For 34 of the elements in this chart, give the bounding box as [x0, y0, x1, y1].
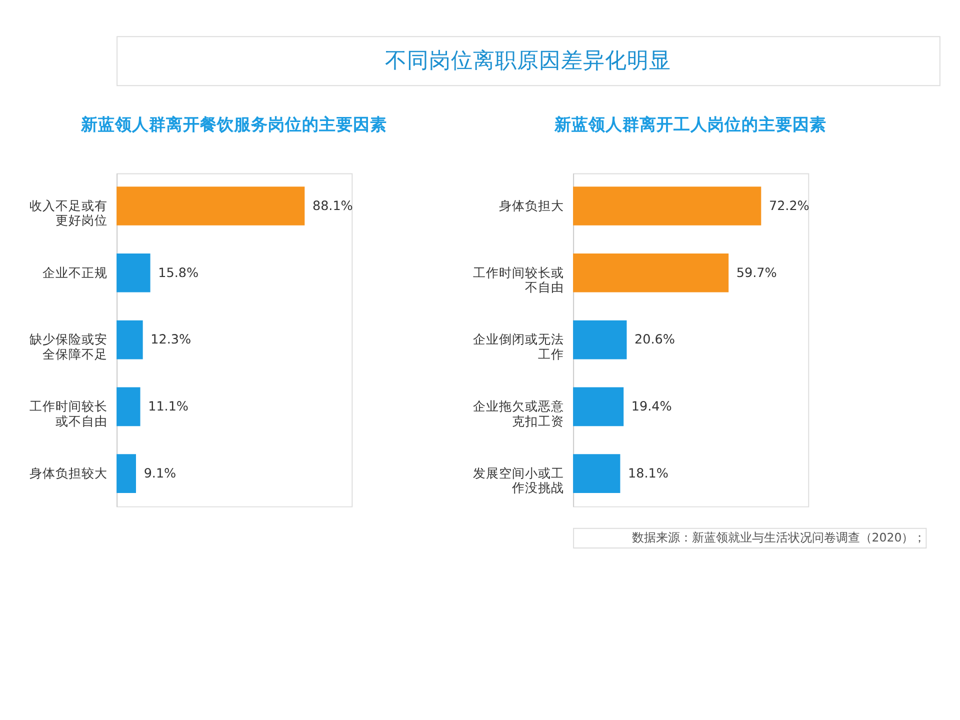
- data-label: 11.1%: [148, 400, 189, 415]
- data-label: 15.8%: [158, 266, 199, 281]
- bar: [116, 454, 136, 493]
- y-tick-label: 收入不足或有更好岗位: [29, 198, 108, 229]
- y-tick-label: 缺少保险或安全保障不足: [29, 332, 108, 362]
- bar: [573, 320, 627, 360]
- chart-title: 新蓝领人群离开工人岗位的主要因素: [554, 115, 827, 134]
- data-label: 19.4%: [631, 400, 672, 415]
- y-tick-label: 企业倒闭或无法工作: [472, 332, 564, 362]
- chart-title: 新蓝领人群离开餐饮服务岗位的主要因素: [80, 115, 388, 134]
- y-tick-label: 身体负担较大: [29, 466, 108, 482]
- bar: [573, 254, 729, 292]
- data-label: 88.1%: [312, 198, 353, 214]
- bar: [573, 186, 762, 226]
- source-note: 数据来源：新蓝领就业与生活状况问卷调查（2020）；: [632, 530, 926, 545]
- y-tick-label: 企业拖欠或恶意克扣工资: [472, 400, 564, 430]
- y-tick-label: 工作时间较长或不自由: [29, 400, 108, 430]
- bar: [573, 387, 624, 426]
- y-tick-label: 身体负担大: [498, 198, 564, 214]
- data-label: 12.3%: [150, 332, 192, 348]
- data-label: 59.7%: [736, 266, 777, 281]
- y-tick-label: 企业不正规: [42, 266, 108, 281]
- text: 不同岗位离职原因差异化明显: [385, 48, 671, 74]
- bar: [116, 387, 140, 426]
- bar: [573, 454, 620, 493]
- data-label: 72.2%: [768, 198, 810, 214]
- bar: [116, 186, 305, 226]
- y-tick-label: 工作时间较长或不自由: [472, 266, 564, 296]
- y-tick-label: 发展空间小或工作没挑战: [472, 466, 564, 496]
- data-label: 9.1%: [144, 466, 176, 482]
- bar: [116, 254, 150, 292]
- bar: [116, 320, 143, 360]
- data-label: 20.6%: [634, 332, 675, 348]
- data-label: 18.1%: [628, 466, 668, 482]
